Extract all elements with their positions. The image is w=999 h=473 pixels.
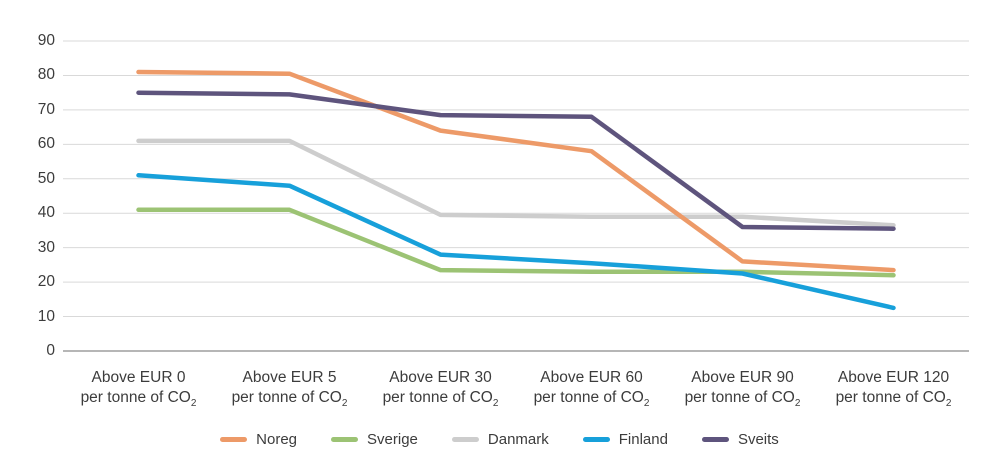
legend-marker-icon xyxy=(220,436,248,442)
x-tick-line2-text: per tonne of CO xyxy=(80,388,191,406)
y-tick-label: 0 xyxy=(46,342,55,359)
legend-label: Finland xyxy=(618,430,668,448)
legend: Noreg Sverige Danmark Finland Sveits xyxy=(0,427,999,451)
series-line-finland xyxy=(136,173,896,311)
legend-label: Noreg xyxy=(256,430,298,448)
x-tick-line2-text: per tonne of CO xyxy=(835,388,946,406)
x-tick-line1: Above EUR 120 xyxy=(837,369,950,386)
series-line-danmark xyxy=(136,138,896,228)
legend-marker-icon xyxy=(582,436,610,442)
legend-item-sverige: Sverige xyxy=(331,431,418,448)
x-tick-label: Above EUR 60 per tonne of CO2 xyxy=(508,368,676,413)
legend-marker-icon xyxy=(331,436,359,442)
x-tick-line1: Above EUR 90 xyxy=(691,369,794,386)
x-tick-line1: Above EUR 60 xyxy=(540,369,643,386)
x-tick-label: Above EUR 120 per tonne of CO2 xyxy=(810,368,978,413)
x-tick-line2: per tonne of CO2 xyxy=(508,388,676,414)
legend-item-sveits: Sveits xyxy=(701,430,779,448)
legend-label: Sveits xyxy=(737,430,779,448)
co2-subscript: 2 xyxy=(341,397,348,409)
y-tick-label: 90 xyxy=(37,32,55,49)
co2-subscript: 2 xyxy=(190,397,197,409)
y-tick-label: 50 xyxy=(37,169,55,187)
x-tick-label: Above EUR 30 per tonne of CO2 xyxy=(357,368,525,413)
co2-subscript: 2 xyxy=(492,397,499,409)
series-line-noreg xyxy=(136,69,896,273)
y-tick-label: 10 xyxy=(37,307,55,325)
co2-subscript: 2 xyxy=(945,397,952,409)
series-line-sveits xyxy=(136,90,896,231)
x-tick-line2-text: per tonne of CO xyxy=(382,388,493,406)
legend-item-finland: Finland xyxy=(582,430,668,448)
x-tick-line2: per tonne of CO2 xyxy=(55,388,223,414)
co2-subscript: 2 xyxy=(643,397,650,409)
co2-subscript: 2 xyxy=(794,397,801,409)
y-tick-label: 20 xyxy=(37,273,55,291)
legend-item-noreg: Noreg xyxy=(220,431,297,448)
legend-marker-icon xyxy=(701,436,729,442)
x-tick-label: Above EUR 90 per tonne of CO2 xyxy=(659,368,827,413)
x-tick-line2: per tonne of CO2 xyxy=(810,388,978,414)
x-tick-line1: Above EUR 5 xyxy=(242,369,337,386)
y-tick-label: 60 xyxy=(37,135,55,153)
legend-item-danmark: Danmark xyxy=(451,430,549,448)
y-tick-label: 70 xyxy=(37,100,55,118)
legend-label: Sverige xyxy=(367,430,418,448)
y-tick-label: 80 xyxy=(37,66,55,84)
y-tick-label: 40 xyxy=(37,204,55,222)
x-tick-line2-text: per tonne of CO xyxy=(231,388,342,406)
x-tick-label: Above EUR 0 per tonne of CO2 xyxy=(55,368,223,413)
x-tick-line1: Above EUR 30 xyxy=(389,369,492,386)
y-tick-label: 30 xyxy=(37,238,55,256)
x-tick-line2: per tonne of CO2 xyxy=(659,388,827,414)
x-tick-line2: per tonne of CO2 xyxy=(357,388,525,414)
series-line-sverige xyxy=(136,207,896,278)
x-tick-line2-text: per tonne of CO xyxy=(684,388,795,406)
x-tick-line1: Above EUR 0 xyxy=(91,369,186,386)
x-tick-line2-text: per tonne of CO xyxy=(533,388,644,406)
legend-marker-icon xyxy=(451,436,479,442)
legend-label: Danmark xyxy=(487,430,549,448)
x-tick-line2: per tonne of CO2 xyxy=(206,388,374,414)
x-tick-label: Above EUR 5 per tonne of CO2 xyxy=(206,368,374,413)
